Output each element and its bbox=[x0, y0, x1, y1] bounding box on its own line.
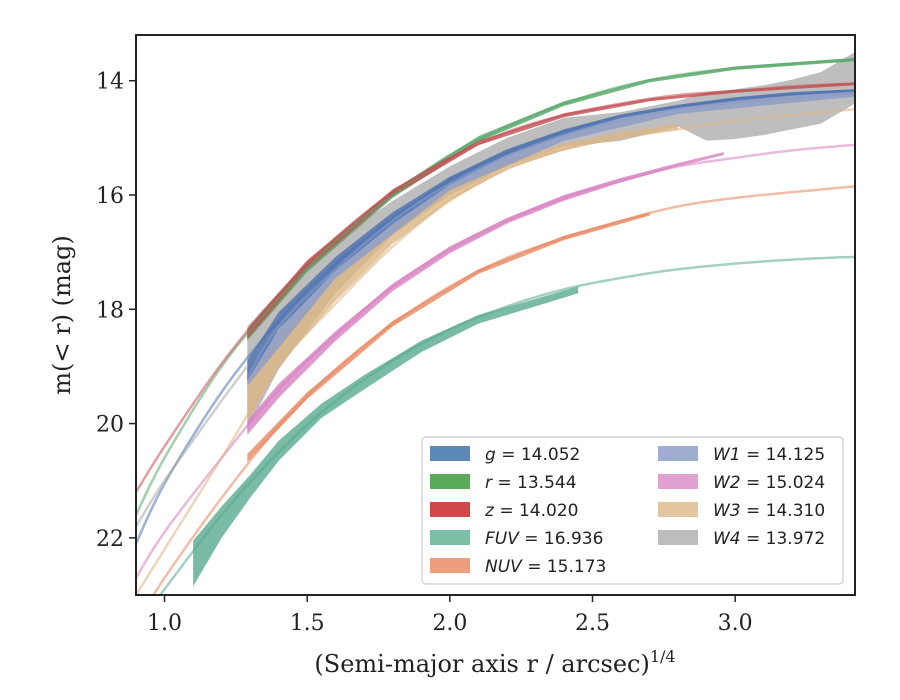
x-axis-label-main: (Semi-major axis r / arcsec) bbox=[314, 650, 649, 678]
x-axis-label: (Semi-major axis r / arcsec)1/4 bbox=[314, 647, 675, 678]
legend-swatch-w1 bbox=[658, 446, 698, 461]
legend-swatch-fuv bbox=[430, 530, 470, 545]
model-curve-z bbox=[136, 82, 855, 493]
legend: g = 14.052 r = 13.544 z = 14.020 FUV = 16.9… bbox=[421, 436, 844, 585]
plot-frame bbox=[135, 34, 856, 596]
legend-label-w1: W1 = 14.125 bbox=[713, 445, 825, 465]
legend-swatch-w3 bbox=[658, 502, 698, 517]
model-curve-r bbox=[136, 58, 855, 516]
model-curve-g bbox=[136, 89, 855, 545]
y-tick-label: 22 bbox=[96, 527, 124, 552]
legend-swatch-r bbox=[430, 474, 470, 489]
x-tick-label: 2.5 bbox=[575, 611, 610, 636]
y-axis: 14 16 18 20 22 bbox=[96, 70, 136, 552]
model-curve-fuv bbox=[158, 255, 855, 595]
legend-label-w3: W3 = 14.310 bbox=[713, 501, 825, 521]
legend-box bbox=[421, 436, 844, 585]
lines-layer bbox=[136, 58, 855, 595]
y-tick-label: 20 bbox=[96, 413, 124, 438]
legend-swatch-z bbox=[430, 502, 470, 517]
x-tick-label: 1.5 bbox=[290, 611, 325, 636]
legend-label-g: g = 14.052 bbox=[485, 445, 580, 465]
x-axis: 1.0 1.5 2.0 2.5 3.0 bbox=[147, 595, 753, 636]
model-curve-w4 bbox=[136, 365, 249, 528]
legend-swatch-w2 bbox=[658, 474, 698, 489]
model-curve-nuv bbox=[151, 185, 855, 595]
legend-label-z: z = 14.020 bbox=[484, 501, 578, 521]
y-tick-label: 14 bbox=[96, 70, 124, 95]
legend-swatch-nuv bbox=[430, 558, 470, 573]
y-tick-label: 16 bbox=[96, 184, 124, 209]
x-tick-label: 3.0 bbox=[718, 611, 753, 636]
legend-label-w2: W2 = 15.024 bbox=[713, 473, 825, 493]
model-curve-w3 bbox=[136, 108, 855, 595]
x-axis-label-exponent: 1/4 bbox=[650, 647, 676, 666]
x-tick-label: 1.0 bbox=[147, 611, 182, 636]
x-tick-label: 2.0 bbox=[432, 611, 467, 636]
legend-label-w4: W4 = 13.972 bbox=[713, 529, 825, 549]
y-axis-label: m(< r) (mag) bbox=[48, 235, 76, 394]
model-curve-w1 bbox=[246, 92, 855, 379]
legend-swatch-w4 bbox=[658, 530, 698, 545]
y-tick-label: 18 bbox=[96, 298, 124, 323]
legend-swatch-g bbox=[430, 446, 470, 461]
legend-label-nuv: NUV = 15.173 bbox=[485, 557, 606, 577]
legend-label-fuv: FUV = 16.936 bbox=[485, 529, 603, 549]
legend-label-r: r = 13.544 bbox=[485, 473, 577, 493]
